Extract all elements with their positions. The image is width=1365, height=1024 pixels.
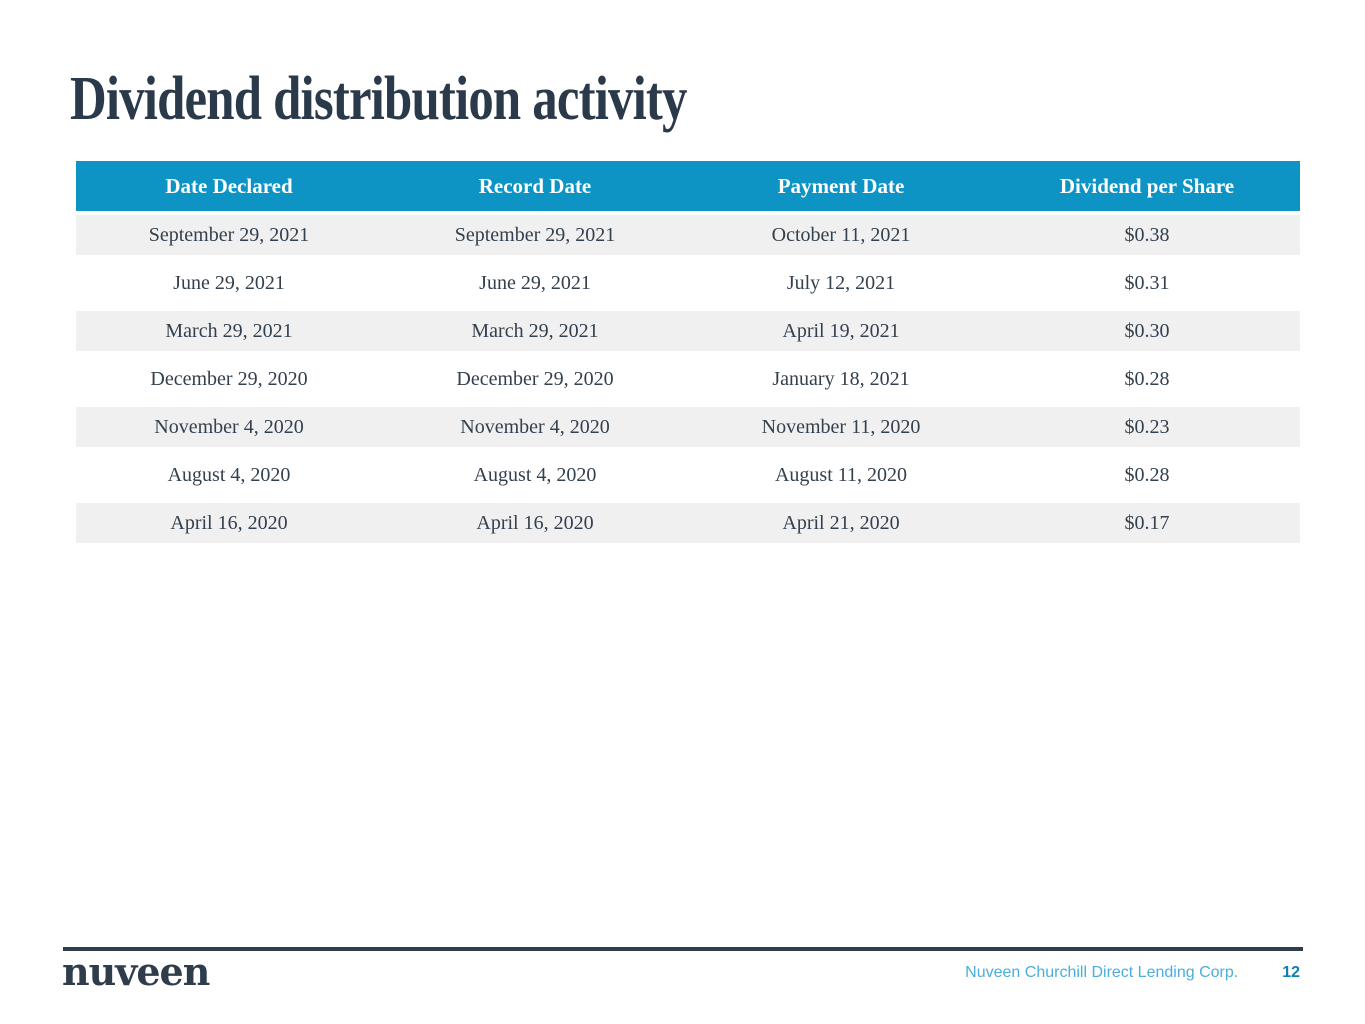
table-cell: $0.28	[1124, 463, 1170, 486]
table-row: April 16, 2020 April 16, 2020 April 21, …	[76, 499, 1300, 547]
table-cell: June 29, 2021	[479, 271, 591, 294]
table-row: December 29, 2020 December 29, 2020 Janu…	[76, 355, 1300, 403]
table-header-row: Date Declared Record Date Payment Date D…	[76, 161, 1300, 211]
table-cell: December 29, 2020	[150, 367, 308, 390]
table-cell: September 29, 2021	[454, 223, 616, 246]
table-cell: $0.31	[1124, 271, 1170, 294]
footer-company-name: Nuveen Churchill Direct Lending Corp.	[965, 964, 1239, 981]
table-cell: August 4, 2020	[167, 463, 291, 486]
table-cell: November 4, 2020	[460, 415, 610, 438]
table-cell: September 29, 2021	[148, 223, 310, 246]
table-cell: $0.30	[1124, 319, 1170, 342]
footer-divider	[63, 947, 1303, 951]
nuveen-logo: nuveen	[62, 949, 210, 994]
table-cell: April 16, 2020	[476, 511, 594, 534]
table-cell: November 4, 2020	[154, 415, 304, 438]
table-cell: August 4, 2020	[473, 463, 597, 486]
table-cell: $0.17	[1124, 511, 1170, 534]
table-cell: March 29, 2021	[471, 319, 599, 342]
page-number: 12	[1282, 964, 1300, 981]
table-cell: October 11, 2021	[771, 223, 911, 246]
table-cell: $0.28	[1124, 367, 1170, 390]
table-row: June 29, 2021 June 29, 2021 July 12, 202…	[76, 259, 1300, 307]
table-cell: April 21, 2020	[782, 511, 900, 534]
table-row: September 29, 2021 September 29, 2021 Oc…	[76, 211, 1300, 259]
table-cell: April 19, 2021	[782, 319, 900, 342]
column-header-record-date: Record Date	[478, 173, 592, 198]
column-header-payment-date: Payment Date	[777, 173, 905, 198]
table-cell: December 29, 2020	[456, 367, 614, 390]
column-header-dividend-per-share: Dividend per Share	[1059, 173, 1235, 198]
table-cell: January 18, 2021	[772, 367, 910, 390]
table-row: March 29, 2021 March 29, 2021 April 19, …	[76, 307, 1300, 355]
table-cell: March 29, 2021	[165, 319, 293, 342]
table-cell: August 11, 2020	[774, 463, 908, 486]
footer-right: Nuveen Churchill Direct Lending Corp. 12	[965, 964, 1300, 982]
table-cell: $0.23	[1124, 415, 1170, 438]
column-header-date-declared: Date Declared	[165, 173, 293, 198]
table-row: August 4, 2020 August 4, 2020 August 11,…	[76, 451, 1300, 499]
table-cell: April 16, 2020	[170, 511, 288, 534]
table-cell: November 11, 2020	[761, 415, 921, 438]
table-cell: June 29, 2021	[173, 271, 285, 294]
page-title: Dividend distribution activity	[70, 65, 687, 133]
table-cell: $0.38	[1124, 223, 1170, 246]
table-cell: July 12, 2021	[786, 271, 896, 294]
dividend-table: Date Declared Record Date Payment Date D…	[76, 161, 1300, 547]
table-row: November 4, 2020 November 4, 2020 Novemb…	[76, 403, 1300, 451]
